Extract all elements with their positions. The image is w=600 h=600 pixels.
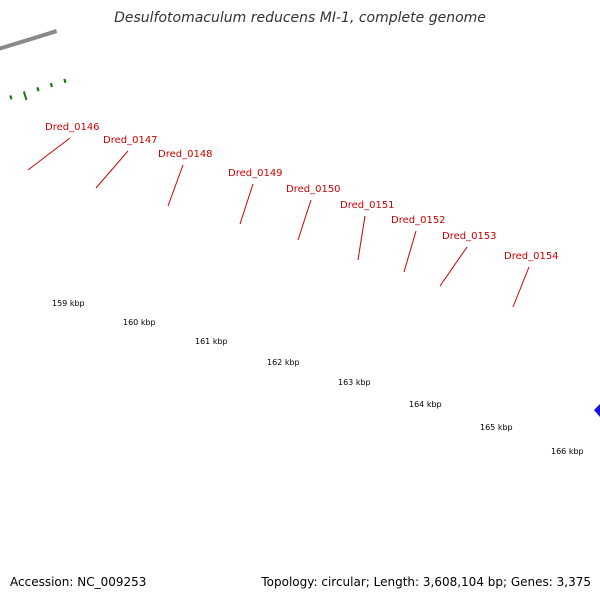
map-title: Desulfotomaculum reducens MI-1, complete… (114, 10, 486, 26)
gene-labels: Dred_0146Dred_0147Dred_0148Dred_0149Dred… (27, 122, 559, 308)
backbone-line (0, 29, 58, 51)
feature-track (594, 404, 600, 417)
label-leader (239, 183, 254, 225)
scale-label: 159 kbp (52, 299, 85, 308)
gene-label-dred-0147: Dred_0147 (103, 135, 158, 146)
label-leader (403, 230, 417, 273)
accession-text: Accession: NC_009253 (10, 575, 147, 589)
outer-tick (36, 86, 40, 92)
scale-labels: 159 kbp 160 kbp 161 kbp 162 kbp 163 kbp 164 k… (52, 299, 584, 456)
label-leader (95, 150, 129, 189)
scale-label: 160 kbp (123, 318, 156, 327)
gene-label-dred-0153: Dred_0153 (442, 231, 497, 242)
scale-label: 165 kbp (480, 423, 513, 432)
gene-label-dred-0150: Dred_0150 (286, 184, 341, 195)
gene-label-dred-0151: Dred_0151 (340, 200, 395, 211)
gene-label-dred-0149: Dred_0149 (228, 168, 283, 179)
gene-label-dred-0154: Dred_0154 (504, 251, 559, 262)
tick-marks (9, 78, 67, 101)
gene-label-dred-0152: Dred_0152 (391, 215, 446, 226)
backbone-ring (0, 29, 58, 51)
scale-label: 162 kbp (267, 358, 300, 367)
outer-tick (49, 82, 54, 88)
label-leader (512, 266, 530, 308)
scale-label: 161 kbp (195, 337, 228, 346)
topology-summary: Topology: circular; Length: 3,608,104 bp… (261, 575, 591, 589)
scale-label: 164 kbp (409, 400, 442, 409)
edge-feature-marker (594, 404, 600, 417)
scale-label: 163 kbp (338, 378, 371, 387)
gene-label-dred-0146: Dred_0146 (45, 122, 100, 133)
scale-label: 166 kbp (551, 447, 584, 456)
label-leader (439, 246, 468, 287)
label-leader (167, 164, 184, 207)
label-leader (297, 199, 312, 241)
outer-tick (22, 91, 28, 101)
gene-label-dred-0148: Dred_0148 (158, 149, 213, 160)
label-leader (357, 215, 366, 261)
outer-tick (63, 78, 67, 84)
outer-tick (9, 95, 13, 100)
label-leader (27, 137, 71, 171)
